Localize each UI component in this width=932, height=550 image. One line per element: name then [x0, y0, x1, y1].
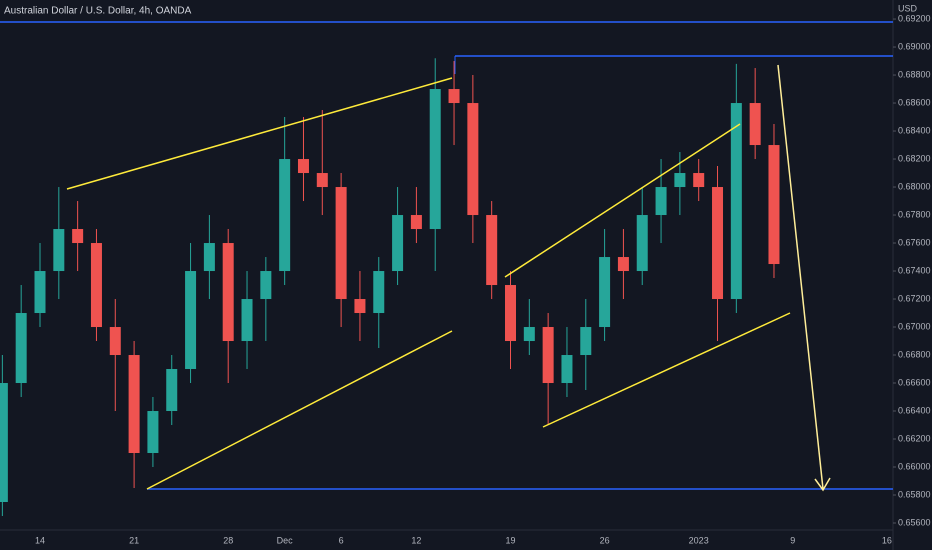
candle-body [260, 271, 272, 300]
candle-body [354, 299, 366, 314]
candle-body [655, 187, 667, 216]
y-tick-label: 0.67200 [898, 293, 931, 303]
y-tick-label: 0.68400 [898, 125, 931, 135]
candle-body [90, 243, 102, 328]
arrow-line [777, 64, 824, 490]
candle-body [34, 271, 46, 314]
candle-body [335, 187, 347, 300]
candle-body [674, 173, 686, 188]
candle-body [467, 103, 479, 216]
candle-body [486, 215, 498, 286]
y-tick-label: 0.69200 [898, 13, 931, 23]
y-tick-label: 0.66400 [898, 405, 931, 415]
candle-body [203, 243, 215, 272]
x-tick-label: 12 [411, 535, 421, 545]
candle-body [373, 271, 385, 314]
candle-body [617, 257, 629, 272]
trend-line [542, 312, 791, 428]
candle-body [316, 173, 328, 188]
candles [0, 58, 780, 517]
drawings [0, 21, 893, 492]
candle-body [429, 89, 441, 230]
x-tick-label: 16 [882, 535, 892, 545]
arrow-head [814, 477, 831, 492]
y-tick-label: 0.67800 [898, 209, 931, 219]
trend-line [146, 330, 453, 490]
candle-body [185, 271, 197, 370]
candle-body [109, 327, 121, 356]
y-tick-label: 0.66000 [898, 461, 931, 471]
chart-title: Australian Dollar / U.S. Dollar, 4h, OAN… [4, 6, 192, 17]
candle-body [128, 355, 140, 454]
candle-body [712, 187, 724, 300]
currency-label: USD [898, 3, 918, 13]
candle-body [523, 327, 535, 342]
x-tick-label: 6 [339, 535, 344, 545]
y-tick-label: 0.69000 [898, 41, 931, 51]
candle-body [561, 355, 573, 384]
candle-body [279, 159, 291, 272]
candle-body [147, 411, 159, 454]
x-tick-label: 14 [35, 535, 45, 545]
candle-body [580, 327, 592, 356]
y-tick-label: 0.67000 [898, 321, 931, 331]
candle-body [15, 313, 27, 384]
y-tick-label: 0.66800 [898, 349, 931, 359]
candle-body [542, 327, 554, 384]
y-tick-label: 0.68000 [898, 181, 931, 191]
candle-body [749, 103, 761, 146]
candle-body [730, 103, 742, 300]
y-tick-label: 0.66600 [898, 377, 931, 387]
x-tick-label: 26 [600, 535, 610, 545]
candle-body [53, 229, 65, 272]
candle-body [166, 369, 178, 412]
x-tick-label: 2023 [689, 535, 709, 545]
candle-body [505, 285, 516, 342]
y-tick-label: 0.65800 [898, 489, 931, 499]
x-tick-label: 9 [790, 535, 795, 545]
y-tick-label: 0.66200 [898, 433, 931, 443]
candle-body [392, 215, 404, 272]
candle-body [241, 299, 253, 342]
x-tick-label: 21 [129, 535, 139, 545]
candle-body [297, 159, 309, 174]
candle-body [768, 145, 780, 265]
y-tick-label: 0.67400 [898, 265, 931, 275]
y-tick-label: 0.68800 [898, 69, 931, 79]
y-tick-label: 0.67600 [898, 237, 931, 247]
trend-line [66, 77, 453, 190]
candle-body [0, 383, 8, 503]
x-tick-label: Dec [277, 535, 294, 545]
candle-body [448, 89, 460, 104]
candle-body [599, 257, 611, 328]
y-tick-label: 0.65600 [898, 517, 931, 527]
y-tick-label: 0.68200 [898, 153, 931, 163]
trend-line [504, 123, 741, 278]
candle-body [410, 215, 422, 230]
candle-body [72, 229, 84, 244]
candle-body [636, 215, 648, 272]
x-tick-label: 28 [223, 535, 233, 545]
candle-body [222, 243, 234, 342]
y-tick-label: 0.68600 [898, 97, 931, 107]
x-tick-label: 19 [505, 535, 515, 545]
candle-body [693, 173, 705, 188]
